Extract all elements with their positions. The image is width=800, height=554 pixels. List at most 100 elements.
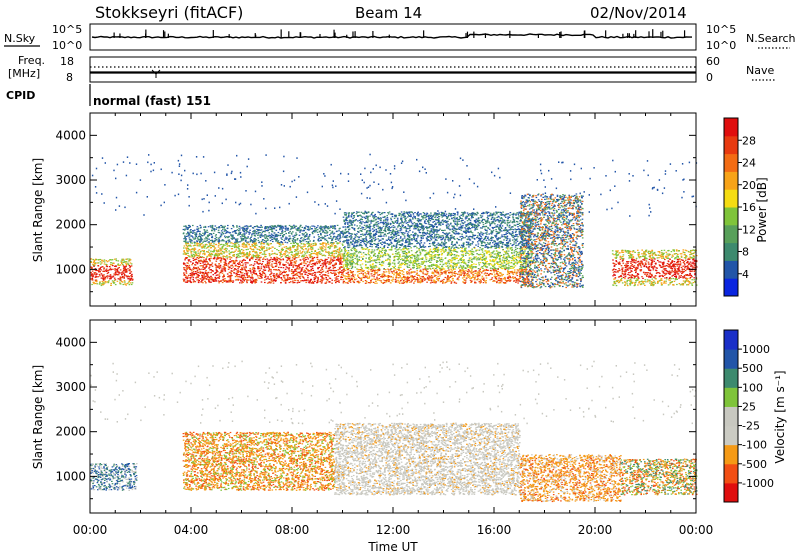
echo-cell: [257, 230, 259, 231]
echo-cell: [280, 259, 282, 260]
echo-cell: [328, 246, 330, 247]
echo-cell: [239, 246, 241, 247]
echo-cell: [121, 281, 123, 282]
echo-cell: [282, 249, 284, 250]
echo-cell: [187, 277, 189, 278]
echo-cell: [107, 276, 109, 277]
echo-cell: [332, 245, 334, 246]
echo-cell: [126, 261, 128, 262]
echo-cell: [400, 226, 402, 227]
echo-cell: [199, 245, 201, 246]
date-label: 02/Nov/2014: [590, 4, 687, 22]
echo-cell: [308, 239, 310, 240]
echo-cell: [341, 249, 343, 250]
echo-cell: [271, 265, 273, 266]
echo-cell: [222, 240, 224, 241]
echo-cell: [246, 273, 248, 274]
echo-cell: [339, 238, 341, 239]
echo-cell: [306, 268, 308, 269]
echo-cell: [348, 250, 350, 251]
echo-cell: [221, 260, 223, 261]
echo-cell: [322, 278, 324, 279]
echo-cell: [284, 231, 286, 232]
echo-cell: [206, 278, 208, 279]
echo-cell: [314, 245, 316, 246]
echo-cell: [226, 255, 228, 256]
echo-cell: [420, 263, 422, 264]
echo-cell: [348, 215, 350, 216]
echo-cell: [255, 282, 257, 283]
echo-cell: [353, 217, 355, 218]
echo-cell: [110, 277, 112, 278]
echo-cell: [292, 281, 294, 282]
freq-label-line2: [MHz]: [8, 67, 40, 80]
echo-cell: [480, 257, 482, 258]
echo-cell: [458, 271, 460, 272]
echo-cell: [335, 273, 337, 274]
echo-cell: [256, 280, 258, 281]
echo-cell: [283, 267, 285, 268]
echo-cell: [306, 255, 308, 256]
echo-cell: [290, 229, 292, 230]
echo-cell: [265, 274, 267, 275]
echo-cell: [266, 249, 268, 250]
echo-cell: [358, 212, 360, 213]
echo-cell: [283, 228, 285, 229]
echo-cell: [257, 266, 259, 267]
echo-cell: [253, 230, 255, 231]
echo-cell: [208, 280, 210, 281]
echo-cell: [206, 230, 208, 231]
echo-cell: [260, 247, 262, 248]
echo-cell: [318, 239, 320, 240]
echo-cell: [300, 229, 302, 230]
echo-cell: [390, 218, 392, 219]
echo-cell: [295, 255, 297, 256]
echo-cell: [265, 242, 267, 243]
echo-cell: [515, 215, 517, 216]
echo-cell: [267, 265, 269, 266]
echo-cell: [283, 265, 285, 266]
echo-cell: [277, 275, 279, 276]
echo-cell: [448, 213, 450, 214]
echo-cell: [488, 233, 490, 234]
echo-cell: [516, 259, 518, 260]
echo-cell: [227, 273, 229, 274]
echo-cell: [240, 271, 242, 272]
echo-cell: [237, 274, 239, 275]
echo-cell: [307, 227, 309, 228]
echo-cell: [240, 265, 242, 266]
echo-cell: [327, 235, 329, 236]
echo-cell: [478, 262, 480, 263]
echo-cell: [307, 257, 309, 258]
echo-cell: [247, 275, 249, 276]
echo-cell: [235, 232, 237, 233]
echo-cell: [118, 260, 120, 261]
echo-cell: [311, 282, 313, 283]
echo-cell: [290, 262, 292, 263]
echo-cell: [286, 262, 288, 263]
echo-cell: [501, 266, 503, 267]
echo-cell: [236, 239, 238, 240]
echo-cell: [299, 282, 301, 283]
echo-cell: [114, 268, 116, 269]
echo-cell: [184, 259, 186, 260]
echo-cell: [365, 244, 367, 245]
echo-cell: [305, 248, 307, 249]
echo-cell: [242, 272, 244, 273]
echo-cell: [455, 221, 457, 222]
echo-cell: [296, 277, 298, 278]
echo-cell: [296, 265, 298, 266]
echo-cell: [271, 227, 273, 228]
echo-cell: [285, 271, 287, 272]
echo-cell: [306, 233, 308, 234]
echo-cell: [275, 241, 277, 242]
echo-cell: [215, 267, 217, 268]
echo-cell: [190, 273, 192, 274]
echo-cell: [257, 257, 259, 258]
echo-cell: [233, 252, 235, 253]
echo-cell: [185, 254, 187, 255]
echo-cell: [443, 249, 445, 250]
echo-cell: [128, 278, 130, 279]
echo-cell: [281, 239, 283, 240]
echo-cell: [193, 258, 195, 259]
